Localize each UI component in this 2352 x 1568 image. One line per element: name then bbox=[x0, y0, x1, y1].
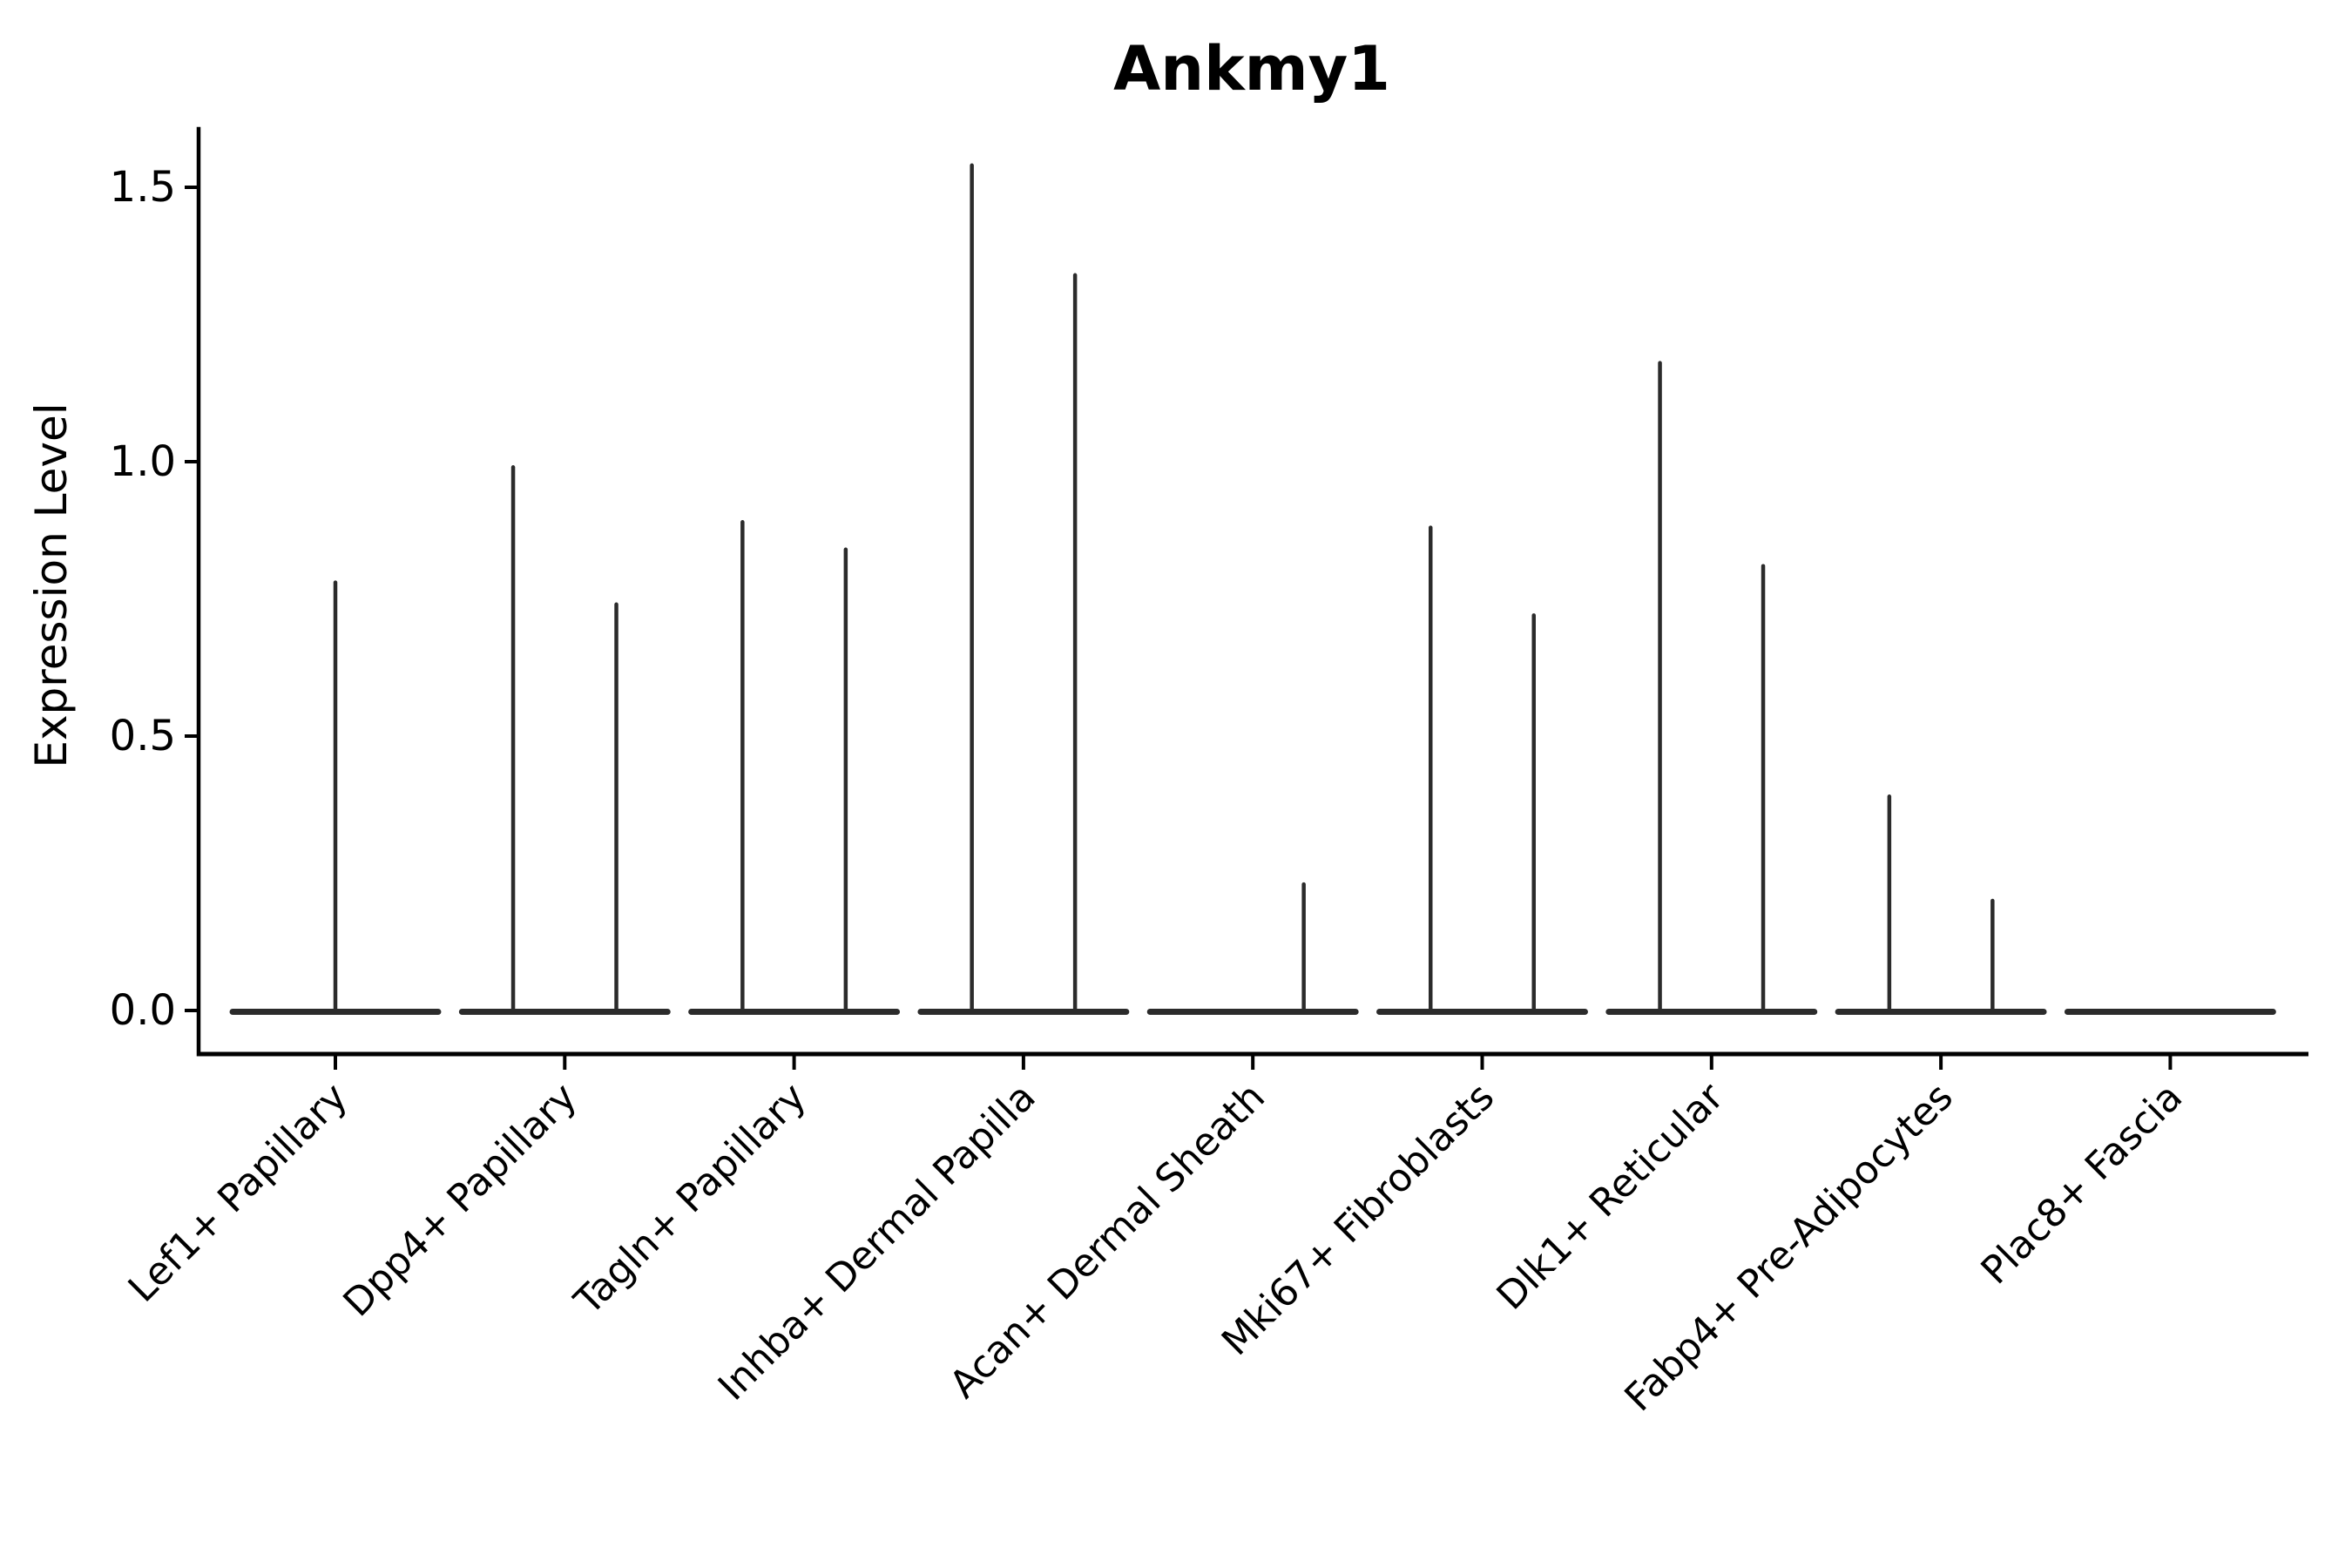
violins-layer bbox=[229, 163, 2276, 1015]
axes-layer bbox=[196, 126, 2308, 1057]
x-tick-label: Lef1+ Papillary bbox=[120, 1075, 356, 1311]
x-tick-label: Tagln+ Papillary bbox=[565, 1075, 814, 1324]
y-tick-label: 1.0 bbox=[110, 437, 176, 486]
x-tick-label: Dpp4+ Papillary bbox=[335, 1075, 585, 1326]
y-tick-label: 1.5 bbox=[110, 163, 176, 212]
y-tick-label: 0.5 bbox=[110, 712, 176, 760]
y-tick-label: 0.0 bbox=[110, 986, 176, 1035]
y-axis-label: Expression Level bbox=[26, 402, 77, 767]
x-tick-label: Dlk1+ Reticular bbox=[1489, 1074, 1734, 1319]
x-tick-label: Plac8+ Fascia bbox=[1973, 1075, 2192, 1294]
chart-title: Ankmy1 bbox=[1113, 33, 1390, 105]
